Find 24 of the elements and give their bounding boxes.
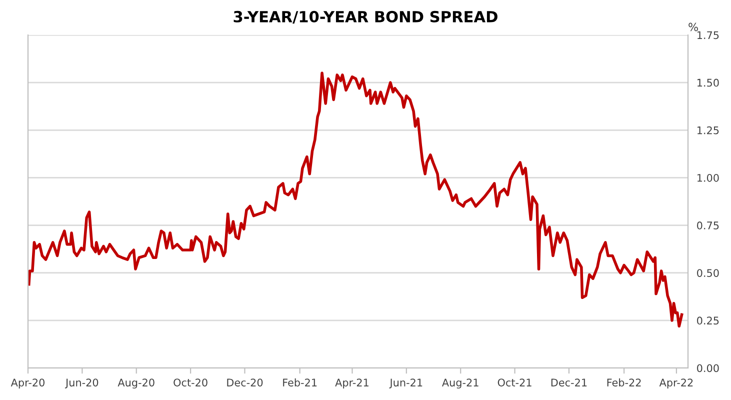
x-tick-label: Dec-20 (227, 378, 263, 386)
x-tick-label: Feb-21 (283, 378, 317, 386)
x-tick-label: Jun-20 (65, 378, 98, 388)
y-tick-label: 1.00 (697, 174, 719, 182)
chart-title: 3-YEAR/10-YEAR BOND SPREAD (234, 10, 498, 24)
x-tick-label: Apr-20 (10, 378, 44, 388)
line-series (28, 72, 684, 328)
x-tick-label: Oct-21 (498, 378, 532, 386)
y-tick-label: 1.75 (697, 31, 719, 40)
x-tick-label: Apr-22 (659, 378, 693, 388)
x-tick-label: Aug-21 (442, 378, 478, 388)
y-tick-label: 1.25 (697, 126, 719, 134)
x-tick-label: Dec-21 (551, 378, 587, 386)
x-tick-label: Aug-20 (118, 378, 154, 388)
y-tick-label: 0.75 (697, 222, 719, 230)
x-tick-label: Feb-22 (607, 378, 641, 386)
y-tick-label: 0.50 (697, 269, 719, 277)
x-tick-label: Apr-21 (335, 378, 368, 388)
y-tick-label: 0.00 (697, 364, 719, 372)
x-tick-label: Oct-20 (174, 378, 208, 386)
y-axis-title: % (688, 22, 698, 32)
y-tick-label: 0.25 (697, 316, 719, 325)
y-tick-label: 1.50 (697, 78, 719, 87)
x-tick-label: Jun-21 (389, 378, 422, 388)
